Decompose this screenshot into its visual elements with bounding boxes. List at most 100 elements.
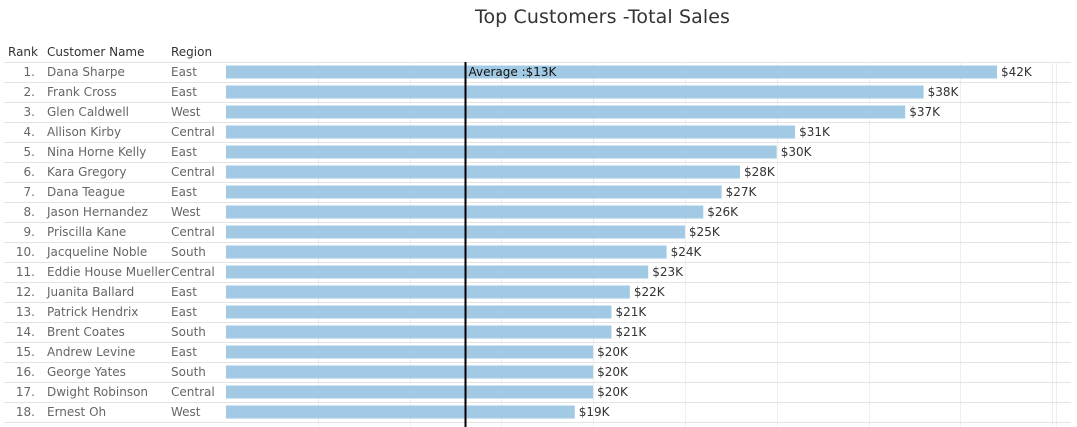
customer-name: Glen Caldwell (47, 105, 129, 119)
region-label: Central (171, 385, 215, 399)
customer-name: Jacqueline Noble (46, 245, 147, 259)
value-label: $20K (597, 345, 629, 359)
region-label: East (171, 85, 197, 99)
rank-label: 15. (16, 345, 35, 359)
bar (226, 165, 740, 179)
rank-label: 2. (24, 85, 35, 99)
bar (226, 245, 667, 259)
value-labels: $42K $38K $37K $31K $30K $28K $27K $26K $25K $24K… (579, 65, 1033, 419)
customer-name: Patrick Hendrix (47, 305, 138, 319)
customer-name: Juanita Ballard (46, 285, 134, 299)
value-label: $20K (597, 365, 629, 379)
average-reference: Average :$13K (464, 62, 558, 427)
customer-name: Nina Horne Kelly (47, 145, 146, 159)
rank-label: 5. (24, 145, 35, 159)
customer-name: Kara Gregory (47, 165, 126, 179)
value-label: $24K (671, 245, 703, 259)
bar (226, 305, 612, 319)
rank-label: 7. (24, 185, 35, 199)
region-label: Central (171, 165, 215, 179)
bar (226, 345, 594, 359)
value-label: $25K (689, 225, 721, 239)
value-label: $23K (652, 265, 684, 279)
rank-label: 12. (16, 285, 35, 299)
region-label: South (171, 365, 206, 379)
region-label: West (171, 205, 201, 219)
bar (226, 85, 924, 99)
bar (226, 265, 649, 279)
region-label: Central (171, 265, 215, 279)
average-label: Average :$13K (469, 65, 558, 79)
rank-label: 1. (24, 65, 35, 79)
customer-name: Allison Kirby (47, 125, 121, 139)
customer-name: Priscilla Kane (47, 225, 126, 239)
customer-name: Dwight Robinson (47, 385, 148, 399)
region-label: South (171, 325, 206, 339)
bar (226, 225, 685, 239)
rank-label: 8. (24, 205, 35, 219)
region-column-header: Region (171, 45, 213, 59)
rank-label: 11. (16, 265, 35, 279)
value-label: $27K (726, 185, 758, 199)
rank-label: 13. (16, 305, 35, 319)
bar (226, 105, 906, 119)
customer-name: Andrew Levine (47, 345, 135, 359)
customer-name: Dana Teague (47, 185, 125, 199)
value-label: $19K (579, 405, 611, 419)
region-label: West (171, 105, 201, 119)
bar (226, 145, 777, 159)
customer-name: George Yates (47, 365, 126, 379)
value-label: $42K (1001, 65, 1033, 79)
region-label: East (171, 305, 197, 319)
value-label: $31K (799, 125, 831, 139)
value-label: $20K (597, 385, 629, 399)
rank-label: 17. (16, 385, 35, 399)
value-label: $30K (781, 145, 813, 159)
customer-name: Dana Sharpe (47, 65, 125, 79)
value-label: $28K (744, 165, 776, 179)
bar (226, 185, 722, 199)
region-label: East (171, 285, 197, 299)
rank-label: 14. (16, 325, 35, 339)
rank-label: 6. (24, 165, 35, 179)
rank-column-header: Rank (8, 45, 38, 59)
customer-name: Brent Coates (47, 325, 125, 339)
chart-title: Top Customers -Total Sales (474, 6, 731, 28)
value-label: $26K (707, 205, 739, 219)
value-label: $37K (909, 105, 941, 119)
bars (226, 65, 997, 419)
region-label: East (171, 185, 197, 199)
bar (226, 65, 997, 79)
value-label: $21K (616, 325, 648, 339)
rank-label: 10. (16, 245, 35, 259)
bar (226, 385, 594, 399)
rank-label: 18. (16, 405, 35, 419)
bar (226, 365, 594, 379)
value-label: $21K (616, 305, 648, 319)
region-label: West (171, 405, 201, 419)
rank-label: 16. (16, 365, 35, 379)
bar (226, 285, 630, 299)
customer-name: Frank Cross (47, 85, 117, 99)
customer-name: Eddie House Mueller (47, 265, 170, 279)
bar (226, 405, 575, 419)
rank-label: 9. (24, 225, 35, 239)
customer-name: Jason Hernandez (46, 205, 148, 219)
value-label: $22K (634, 285, 666, 299)
row-labels: 1. Dana Sharpe East 2. Frank Cross East 3. Glen… (16, 65, 215, 419)
row-dividers (4, 62, 1071, 423)
region-label: Central (171, 225, 215, 239)
customer-column-header: Customer Name (47, 45, 145, 59)
rank-label: 3. (24, 105, 35, 119)
region-label: South (171, 245, 206, 259)
bar (226, 125, 796, 139)
value-label: $38K (928, 85, 960, 99)
region-label: East (171, 65, 197, 79)
bar (226, 325, 612, 339)
region-label: Central (171, 125, 215, 139)
customer-name: Ernest Oh (47, 405, 106, 419)
region-label: East (171, 345, 197, 359)
region-label: East (171, 145, 197, 159)
rank-label: 4. (24, 125, 35, 139)
